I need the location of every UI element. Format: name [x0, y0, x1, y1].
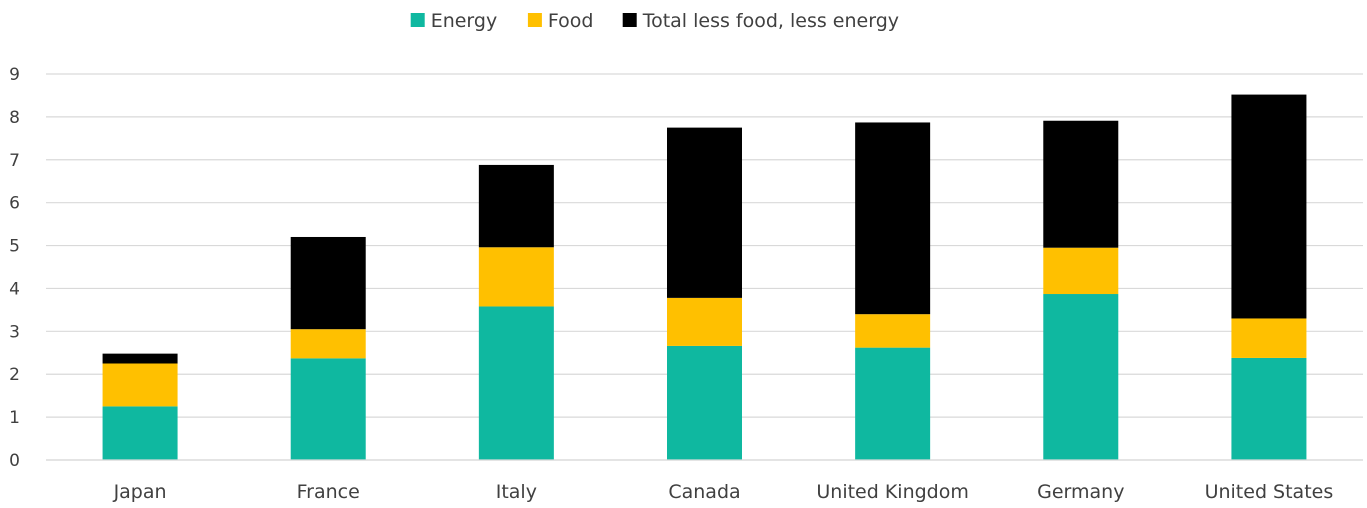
bar-segment-total-less-food-less-energy	[855, 122, 931, 315]
bar-stack	[855, 122, 931, 460]
bar-segment-total-less-food-less-energy	[102, 353, 178, 364]
y-tick-label: 6	[9, 194, 20, 214]
bar-segment-total-less-food-less-energy	[290, 236, 366, 330]
legend: Energy Food Total less food, less energy	[410, 10, 899, 32]
bar-stack	[102, 353, 178, 460]
bars	[102, 94, 1307, 460]
y-tick-label: 9	[9, 65, 20, 85]
bar-segment-food	[1231, 318, 1307, 358]
x-tick-label: Japan	[113, 481, 167, 503]
legend-swatch	[527, 13, 542, 27]
x-tick-label: United Kingdom	[816, 481, 969, 503]
bar-stack	[667, 127, 742, 460]
bar-segment-food	[290, 329, 366, 359]
legend-label: Energy	[431, 10, 498, 32]
legend-item: Total less food, less energy	[622, 10, 899, 32]
legend-swatch	[622, 13, 637, 27]
bar-segment-energy	[1043, 294, 1119, 460]
bar-stack	[1231, 94, 1307, 460]
y-tick-label: 1	[9, 408, 20, 428]
legend-swatch	[410, 13, 425, 27]
y-tick-label: 5	[9, 237, 20, 257]
bar-segment-energy	[102, 406, 178, 460]
bar-segment-food	[1043, 247, 1119, 295]
bar-segment-food	[667, 297, 742, 346]
legend-label: Total less food, less energy	[642, 10, 899, 32]
y-tick-label: 3	[9, 322, 20, 342]
y-tick-label: 2	[9, 365, 20, 385]
y-tick-label: 8	[9, 108, 20, 128]
bar-stack	[290, 236, 366, 460]
bar-segment-energy	[667, 345, 742, 460]
y-axis: 0 1 2 3 4 5 6 7 8 9	[9, 65, 20, 471]
legend-item: Food	[527, 10, 594, 32]
bar-segment-energy	[855, 347, 931, 460]
bar-segment-energy	[1231, 357, 1307, 460]
x-tick-label: Germany	[1037, 481, 1124, 503]
bar-segment-food	[102, 363, 178, 407]
bar-segment-food	[855, 314, 931, 348]
bar-segment-energy	[290, 358, 366, 460]
bar-stack	[478, 164, 554, 460]
x-tick-label: Canada	[668, 481, 740, 503]
x-tick-label: Italy	[496, 481, 537, 503]
legend-item: Energy	[410, 10, 498, 32]
bar-segment-food	[478, 247, 554, 307]
y-tick-label: 4	[9, 279, 20, 299]
x-axis: Japan France Italy Canada United Kingdom Germ…	[46, 459, 1363, 503]
bar-segment-energy	[478, 306, 554, 460]
legend-label: Food	[548, 10, 594, 32]
bar-segment-total-less-food-less-energy	[1231, 94, 1307, 319]
x-tick-label: France	[297, 481, 360, 503]
bar-segment-total-less-food-less-energy	[1043, 120, 1119, 248]
bar-segment-total-less-food-less-energy	[667, 127, 742, 298]
y-tick-label: 0	[9, 451, 20, 471]
bar-segment-total-less-food-less-energy	[478, 164, 554, 248]
bar-stack	[1043, 120, 1119, 460]
y-tick-label: 7	[9, 151, 20, 171]
x-tick-label: United States	[1205, 481, 1334, 503]
